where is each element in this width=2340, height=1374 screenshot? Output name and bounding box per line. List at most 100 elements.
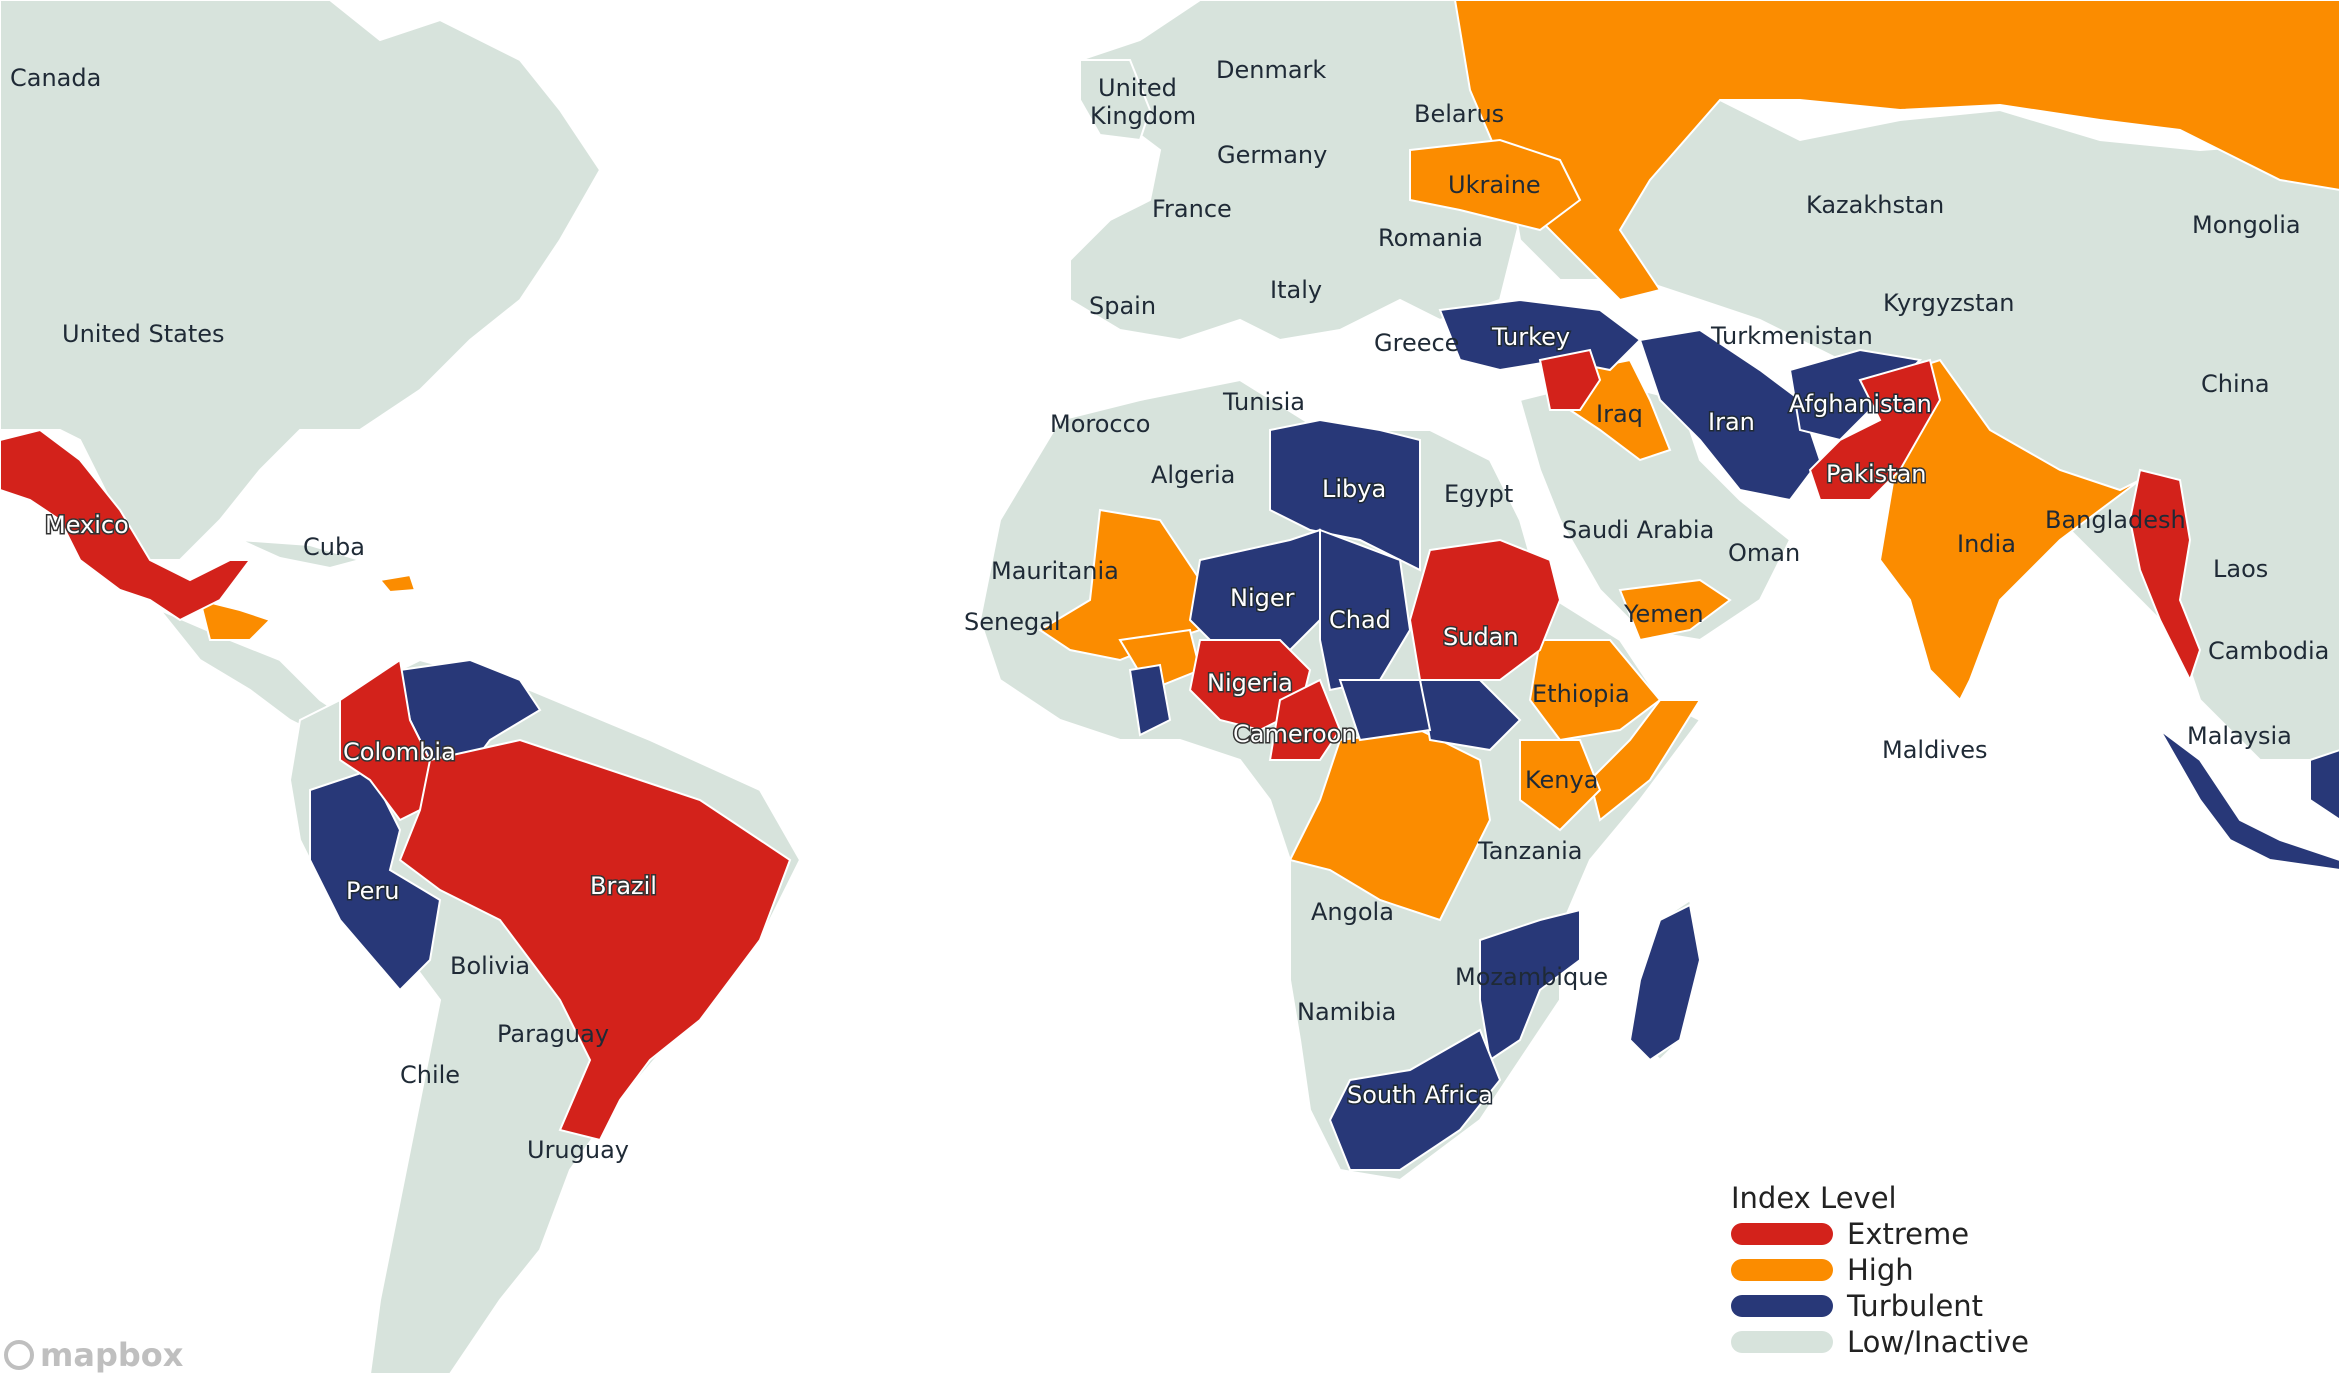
label-united-kingdom: United Kingdom	[1090, 74, 1196, 130]
label-namibia: Namibia	[1297, 998, 1396, 1026]
ethiopia-shape	[1528, 639, 1662, 742]
legend-item-high: High	[1731, 1253, 1914, 1287]
label-afghanistan: Afghanistan	[1789, 390, 1932, 418]
somalia-shape	[1588, 699, 1702, 822]
label-tunisia: Tunisia	[1222, 388, 1305, 416]
label-spain: Spain	[1089, 292, 1156, 320]
uk-land	[1079, 59, 1152, 142]
russia-shape	[1453, 0, 2340, 302]
label-belarus: Belarus	[1414, 100, 1504, 128]
car-shape	[1338, 679, 1432, 742]
kenya-shape	[1519, 739, 1602, 832]
label-kenya: Kenya	[1525, 766, 1598, 794]
syria-shape	[1538, 348, 1602, 411]
label-bolivia: Bolivia	[450, 952, 530, 980]
label-south-africa: South Africa	[1347, 1081, 1493, 1109]
label-niger: Niger	[1230, 584, 1295, 612]
label-iraq: Iraq	[1596, 400, 1643, 428]
madagascar-shape	[1628, 903, 1702, 1062]
label-ethiopia: Ethiopia	[1532, 680, 1630, 708]
indonesia-shape	[2159, 729, 2340, 872]
label-greece: Greece	[1374, 329, 1459, 357]
libya-shape	[1269, 418, 1421, 572]
label-italy: Italy	[1270, 276, 1322, 304]
mozambique-shape	[1479, 908, 1581, 1062]
label-brazil: Brazil	[590, 872, 657, 900]
label-united-kingdom-line2: Kingdom	[1090, 102, 1196, 130]
label-mozambique: Mozambique	[1455, 963, 1608, 991]
label-cuba: Cuba	[303, 533, 365, 561]
map-legend: Index Level Extreme High Turbulent Low/I…	[1713, 1163, 2340, 1374]
legend-swatch-high	[1731, 1259, 1833, 1281]
label-pakistan: Pakistan	[1826, 460, 1927, 488]
honduras-shape	[198, 598, 272, 641]
label-morocco: Morocco	[1050, 410, 1151, 438]
label-paraguay: Paraguay	[497, 1020, 609, 1048]
label-maldives: Maldives	[1882, 736, 1987, 764]
label-mongolia: Mongolia	[2192, 211, 2301, 239]
label-ukraine: Ukraine	[1448, 171, 1541, 199]
north-america-land	[0, 0, 602, 561]
label-laos: Laos	[2213, 555, 2268, 583]
label-tanzania: Tanzania	[1477, 837, 1583, 865]
niger-shape	[1188, 528, 1332, 651]
label-france: France	[1152, 195, 1232, 223]
label-romania: Romania	[1378, 224, 1483, 252]
brazil-shape	[398, 738, 792, 1142]
sudan-shape	[1408, 538, 1562, 681]
south-africa-shape	[1328, 1028, 1502, 1171]
label-iran: Iran	[1708, 408, 1755, 436]
legend-swatch-extreme	[1731, 1223, 1833, 1245]
label-mauritania: Mauritania	[991, 557, 1119, 585]
legend-item-extreme: Extreme	[1731, 1217, 1969, 1251]
turbulent-countries	[309, 298, 2340, 1171]
legend-item-low-inactive: Low/Inactive	[1731, 1325, 2029, 1359]
label-cameroon: Cameroon	[1233, 720, 1357, 748]
label-united-states: United States	[62, 320, 225, 348]
label-india: India	[1957, 530, 2016, 558]
label-peru: Peru	[346, 877, 399, 905]
cuba-land	[239, 539, 364, 570]
label-nigeria: Nigeria	[1207, 669, 1293, 697]
label-chad: Chad	[1329, 606, 1391, 634]
legend-label-low-inactive: Low/Inactive	[1847, 1325, 2029, 1359]
pakistan-shape	[1808, 358, 1942, 501]
legend-title: Index Level	[1731, 1181, 1897, 1215]
haiti-shape	[378, 573, 417, 594]
label-denmark: Denmark	[1216, 56, 1326, 84]
extreme-countries	[0, 348, 2202, 1142]
label-turkey: Turkey	[1491, 323, 1570, 351]
label-china: China	[2201, 370, 2270, 398]
label-united-kingdom-line1: United	[1098, 74, 1177, 102]
label-kyrgyzstan: Kyrgyzstan	[1883, 289, 2015, 317]
label-libya: Libya	[1322, 475, 1386, 503]
label-kazakhstan: Kazakhstan	[1806, 191, 1944, 219]
label-senegal: Senegal	[964, 608, 1061, 636]
mexico-shape	[0, 428, 252, 622]
label-colombia: Colombia	[343, 738, 456, 766]
legend-item-turbulent: Turbulent	[1731, 1289, 1983, 1323]
label-cambodia: Cambodia	[2208, 637, 2329, 665]
label-bangladesh: Bangladesh	[2045, 506, 2186, 534]
cameroon-shape	[1268, 678, 1342, 761]
label-malaysia: Malaysia	[2187, 722, 2292, 750]
label-saudi-arabia: Saudi Arabia	[1562, 516, 1714, 544]
label-yemen: Yemen	[1623, 600, 1704, 628]
ghana-shape	[1128, 663, 1172, 737]
yemen-shape	[1618, 578, 1732, 642]
label-sudan: Sudan	[1443, 623, 1519, 651]
legend-swatch-low-inactive	[1731, 1331, 1833, 1353]
iran-shape	[1638, 328, 1822, 502]
mapbox-attribution-text: mapbox	[40, 1336, 184, 1374]
mapbox-logo-icon	[4, 1340, 34, 1370]
label-angola: Angola	[1311, 898, 1394, 926]
legend-label-high: High	[1847, 1253, 1914, 1287]
label-algeria: Algeria	[1151, 461, 1235, 489]
label-canada: Canada	[10, 64, 101, 92]
legend-label-extreme: Extreme	[1847, 1217, 1970, 1251]
india-shape	[1878, 358, 2141, 702]
mapbox-attribution[interactable]: mapbox	[4, 1336, 183, 1374]
label-oman: Oman	[1728, 539, 1800, 567]
label-germany: Germany	[1217, 141, 1327, 169]
